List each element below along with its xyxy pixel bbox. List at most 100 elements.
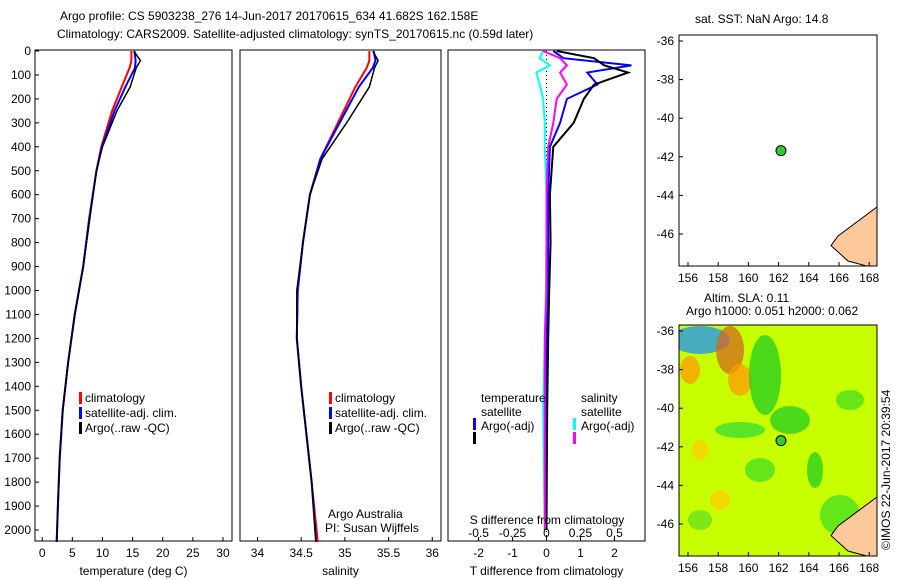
lat-tick-label: -38 — [657, 363, 675, 377]
legend-label: Argo(..raw -QC) — [85, 421, 170, 435]
x-tick-label: 20 — [156, 546, 170, 560]
x-tick-label: 30 — [216, 546, 230, 560]
profile-argo — [55, 50, 142, 543]
lon-tick-label: 156 — [678, 271, 698, 285]
lat-tick-label: -42 — [657, 150, 675, 164]
lat-tick-label: -44 — [657, 188, 675, 202]
x-tick-label: 35 — [338, 546, 352, 560]
lat-tick-label: -36 — [657, 34, 675, 48]
y-tick-label: 200 — [11, 92, 31, 106]
lat-tick-label: -40 — [657, 111, 675, 125]
y-tick-label: 800 — [11, 236, 31, 250]
y-tick-label: 1000 — [4, 284, 31, 298]
plot-frame — [34, 49, 233, 542]
note-institution: Argo Australia — [328, 507, 403, 521]
legend-label: Argo(..raw -QC) — [335, 421, 420, 435]
temperature-panel: 0100200300400500600700800900100011001200… — [4, 44, 233, 578]
y-tick-label: 500 — [11, 164, 31, 178]
sla-blob — [770, 406, 810, 434]
y-tick-label: 400 — [11, 140, 31, 154]
lat-tick-label: -38 — [657, 73, 675, 87]
legend-swatch — [329, 392, 332, 404]
legend-swatch — [473, 432, 476, 444]
y-tick-label: 2000 — [4, 523, 31, 537]
plot-frame — [239, 49, 442, 542]
legend-label: satellite — [481, 405, 522, 419]
y-tick-label: 100 — [11, 68, 31, 82]
x-tick-label: 0 — [39, 546, 46, 560]
y-tick-label: 1600 — [4, 427, 31, 441]
legend-swatch — [79, 422, 82, 434]
legend-label: temperature — [481, 391, 546, 405]
x-tick-label: 25 — [186, 546, 200, 560]
map-frame — [678, 324, 878, 557]
x-axis-label: salinity — [322, 564, 359, 578]
new-zealand-land — [830, 206, 877, 266]
map2-title2: Argo h1000: 0.051 h2000: 0.062 — [686, 304, 858, 318]
y-tick-label: 600 — [11, 188, 31, 202]
map1-title: sat. SST: NaN Argo: 14.8 — [695, 12, 829, 26]
title-line1: Argo profile: CS 5903238_276 14-Jun-2017… — [60, 9, 478, 23]
legend-swatch — [79, 392, 82, 404]
lon-tick-label: 158 — [708, 271, 728, 285]
lon-tick-label: 164 — [799, 561, 819, 575]
x-tick-label: 5 — [69, 546, 76, 560]
x-tick-label: 0 — [543, 546, 550, 560]
lon-tick-label: 160 — [738, 561, 758, 575]
argo-location-marker — [775, 145, 787, 157]
x2-tick-label: -0.5 — [468, 526, 489, 540]
map-content — [679, 325, 877, 556]
x-tick-label: 2 — [611, 546, 618, 560]
x-tick-label: 10 — [96, 546, 110, 560]
diff-S argo — [542, 50, 569, 530]
y-tick-label: 900 — [11, 260, 31, 274]
legend-label: satellite-adj. clim. — [335, 406, 427, 420]
lat-tick-label: -46 — [657, 227, 675, 241]
y-tick-label: 0 — [24, 44, 31, 58]
x2-tick-label: 0.25 — [569, 526, 593, 540]
y-tick-label: 1100 — [5, 307, 31, 321]
legend-swatch — [573, 418, 576, 430]
x-tick-label: -2 — [473, 546, 484, 560]
y-tick-label: 300 — [11, 116, 31, 130]
x-axis-label: temperature (deg C) — [79, 564, 187, 578]
y-tick-label: 1800 — [4, 475, 31, 489]
lon-tick-label: 168 — [859, 271, 879, 285]
lat-tick-label: -44 — [657, 478, 675, 492]
legend-label: salinity — [581, 391, 618, 405]
sla-blob — [716, 326, 744, 374]
map2-title1: Altim. SLA: 0.11 — [704, 291, 789, 305]
legend-label: satellite — [581, 405, 622, 419]
sla-blob — [745, 458, 775, 482]
legend-swatch — [473, 418, 476, 430]
profile-argo — [296, 50, 379, 543]
legend-label: satellite-adj. clim. — [85, 406, 177, 420]
legend-swatch — [573, 432, 576, 444]
argo-location-marker — [775, 435, 787, 447]
x-axis-label: T difference from climatology — [470, 564, 624, 578]
sla-blob — [715, 422, 765, 438]
y-tick-label: 700 — [11, 212, 31, 226]
y-tick-label: 1200 — [4, 331, 31, 345]
lon-tick-label: 158 — [708, 561, 728, 575]
map2-credit: ©IMOS 22-Jun-2017 20:39:54 — [879, 389, 893, 550]
x2-tick-label: -0.25 — [499, 526, 527, 540]
sla-map: Altim. SLA: 0.11 Argo h1000: 0.051 h2000… — [657, 291, 893, 575]
legend-label: Argo(-adj) — [481, 419, 534, 433]
salinity-panel: 34 34.5 35 35.5 36 salinity climatologysatelli… — [239, 49, 442, 578]
legend-label: climatology — [85, 391, 145, 405]
map-frame — [678, 34, 878, 267]
new-zealand-land — [830, 496, 877, 556]
x-tick-label: 34 — [251, 546, 265, 560]
legend-swatch — [329, 407, 332, 419]
sla-blob — [680, 356, 700, 384]
y-tick-label: 1700 — [4, 451, 31, 465]
diff-T argo — [545, 50, 632, 531]
lon-tick-label: 164 — [799, 271, 819, 285]
lon-tick-label: 168 — [859, 561, 879, 575]
legend-swatch — [329, 422, 332, 434]
x-tick-label: -1 — [507, 546, 518, 560]
lon-tick-label: 156 — [678, 561, 698, 575]
lat-tick-label: -36 — [657, 324, 675, 338]
